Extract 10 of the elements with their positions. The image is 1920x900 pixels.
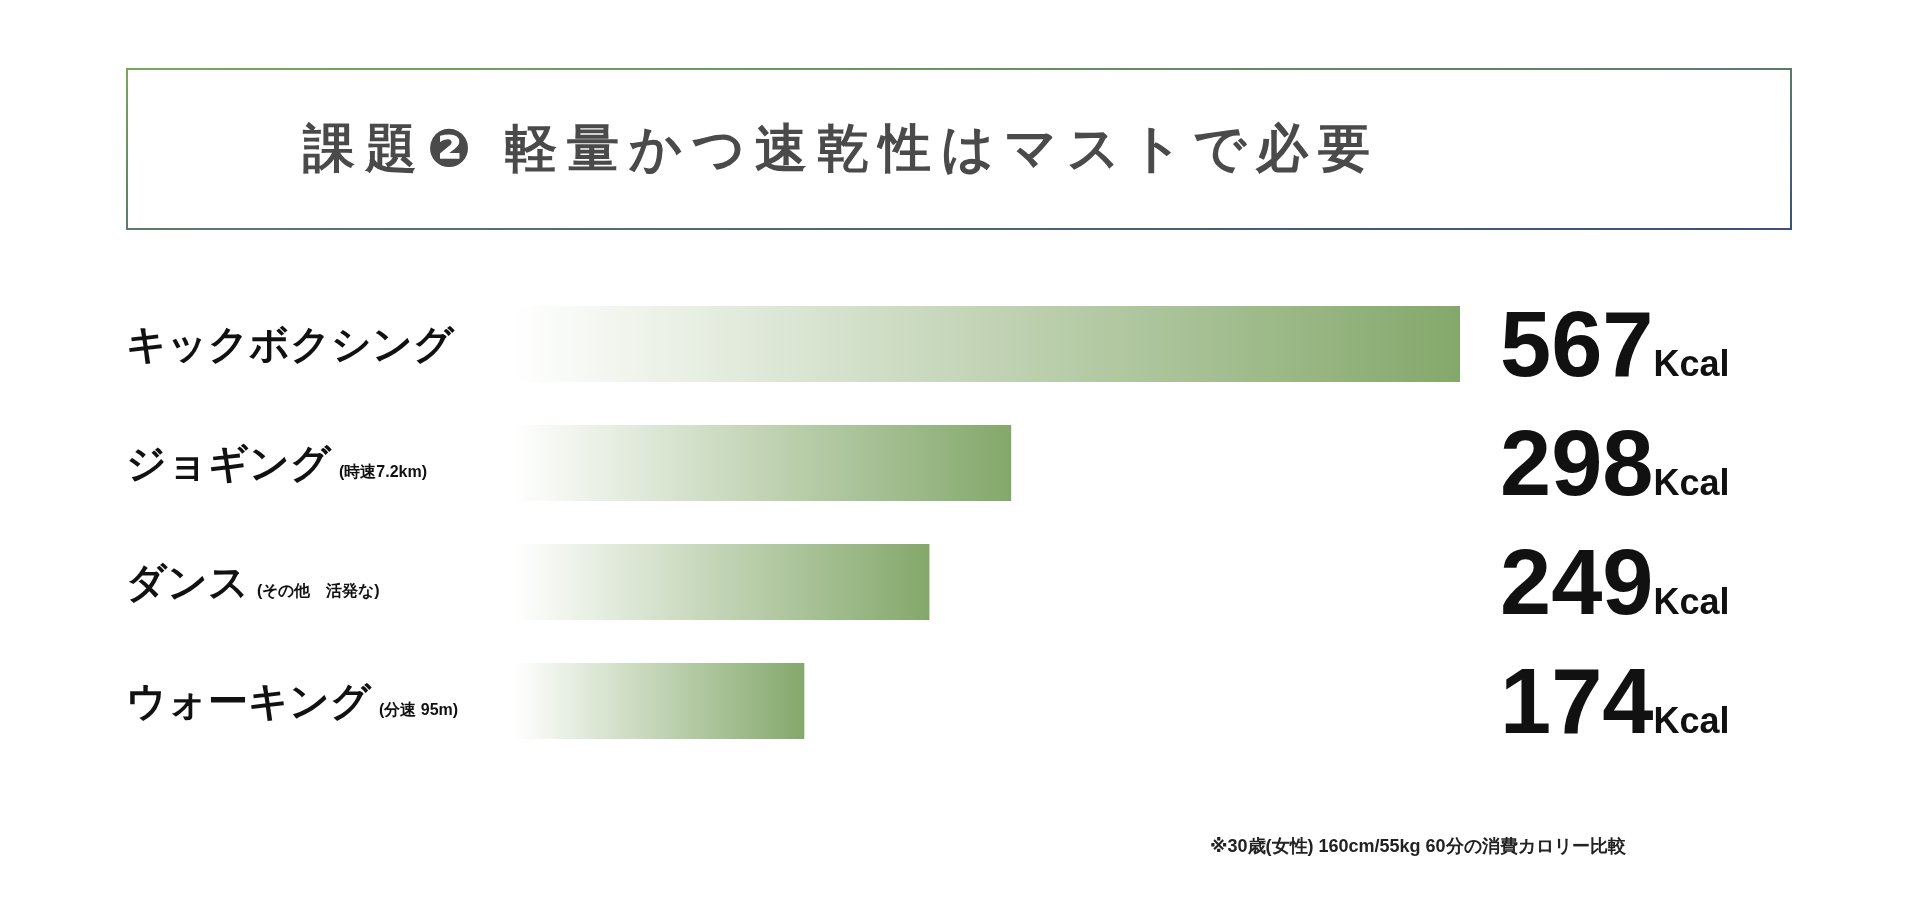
data-label: 298Kcal [1500,412,1730,514]
data-label: 567Kcal [1500,293,1730,395]
y-tick-label: ダンス (その他 活発な) [126,559,380,604]
text: ※30歳(女性) 160cm/55kg 60分の消費カロリー比較 [1210,835,1626,858]
chart-title: 課題❷ 軽量かつ速乾性はマストで必要 [303,118,1381,179]
data-label: 174Kcal [1500,650,1730,752]
y-tick-label: ジョギング (時速7.2km) [126,440,428,485]
data-label: 249Kcal [1500,531,1730,633]
y-tick-label: キックボクシング [126,321,455,366]
y-tick-label: ウォーキング (分速 95m) [126,678,459,723]
